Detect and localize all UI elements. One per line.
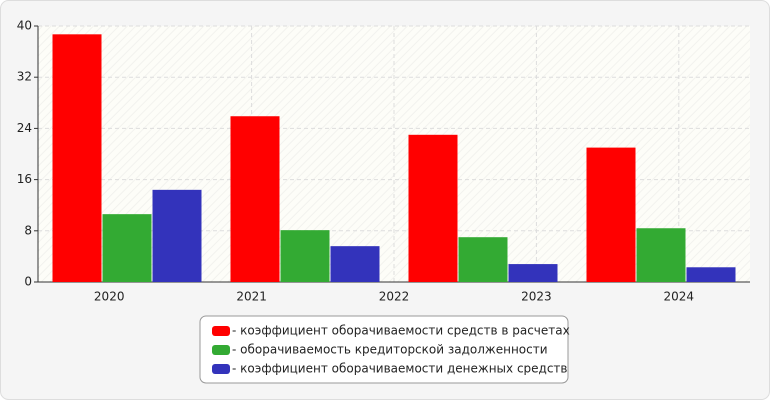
y-tick-label: 8 xyxy=(24,223,32,237)
bar xyxy=(102,214,152,282)
y-tick-label: 24 xyxy=(17,121,32,135)
bar xyxy=(330,246,380,282)
legend-swatch xyxy=(212,345,230,355)
bar xyxy=(230,116,280,283)
y-tick-label: 40 xyxy=(17,19,32,33)
legend-label: - коэффициент оборачиваемости денежных с… xyxy=(232,362,568,376)
legend-swatch xyxy=(212,326,230,336)
bar xyxy=(686,267,736,282)
bar xyxy=(280,230,330,282)
x-tick-label: 2020 xyxy=(94,290,125,304)
legend-label: - оборачиваемость кредиторской задолженн… xyxy=(232,343,548,357)
bar xyxy=(152,189,202,282)
bar xyxy=(508,264,558,282)
bar xyxy=(586,147,636,282)
bar xyxy=(52,34,102,282)
x-tick-label: 2021 xyxy=(236,290,267,304)
y-tick-label: 0 xyxy=(24,275,32,289)
legend-label: - коэффициент оборачиваемости средств в … xyxy=(232,324,570,338)
x-tick-label: 2022 xyxy=(379,290,410,304)
bar xyxy=(458,237,508,282)
x-tick-label: 2023 xyxy=(521,290,552,304)
bar xyxy=(408,134,458,282)
legend-swatch xyxy=(212,364,230,374)
bar xyxy=(636,228,686,282)
x-tick-label: 2024 xyxy=(664,290,695,304)
legend xyxy=(199,315,569,384)
y-tick-label: 32 xyxy=(17,70,32,84)
y-tick-label: 16 xyxy=(17,172,32,186)
